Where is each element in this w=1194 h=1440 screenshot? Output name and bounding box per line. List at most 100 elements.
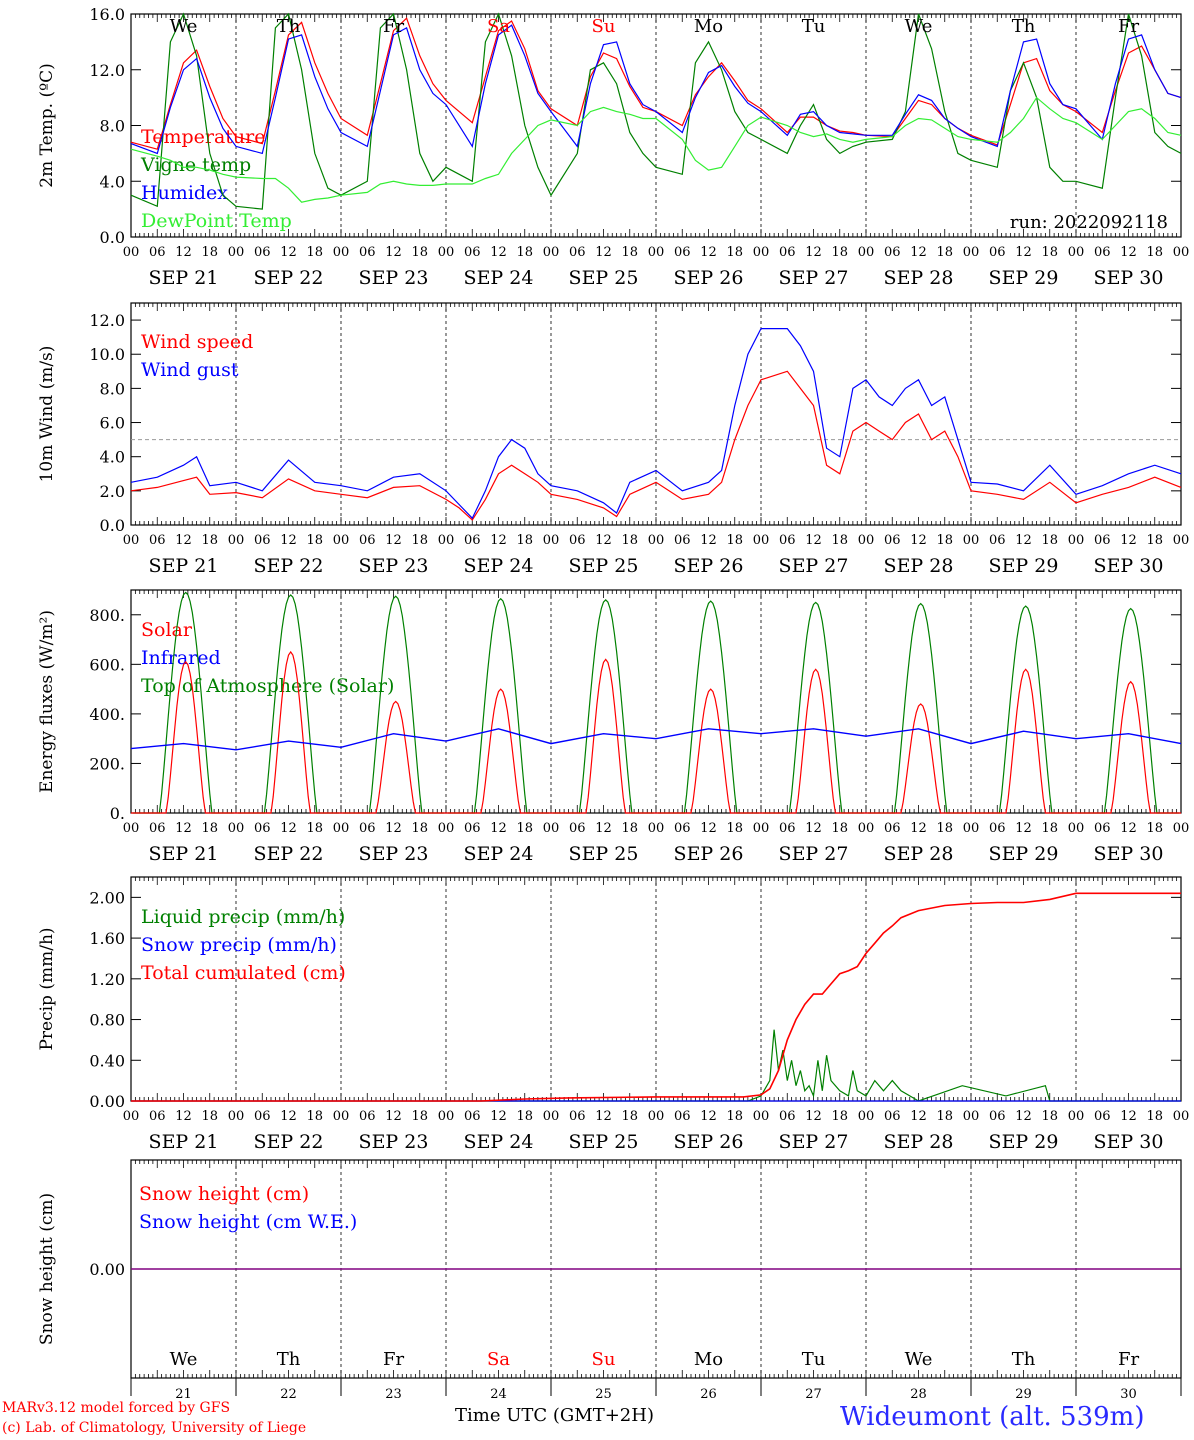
legend-snow-height-cm-: Snow height (cm): [139, 1183, 309, 1205]
date-label: SEP 21: [149, 267, 219, 289]
hour-tick-label: 18: [1146, 1109, 1163, 1124]
hour-tick-label: 18: [516, 245, 533, 260]
day-label: We: [905, 16, 933, 37]
hour-tick-label: 18: [306, 245, 323, 260]
series-line-solar: [656, 688, 761, 814]
day-number: 23: [385, 1387, 402, 1402]
hour-tick-label: 00: [438, 533, 455, 548]
hour-tick-label: 00: [858, 821, 875, 836]
hour-tick-label: 18: [516, 821, 533, 836]
hour-tick-label: 00: [753, 245, 770, 260]
date-label: SEP 23: [359, 1131, 429, 1153]
hour-tick-label: 12: [280, 821, 297, 836]
date-label: SEP 30: [1094, 267, 1164, 289]
day-label: Fr: [1118, 1349, 1139, 1370]
hour-tick-label: 12: [595, 245, 612, 260]
date-label: SEP 27: [779, 843, 849, 865]
hour-tick-label: 18: [201, 245, 218, 260]
y-tick-label: 0.0: [100, 228, 125, 247]
hour-tick-label: 18: [1146, 245, 1163, 260]
y-tick-label: 0.80: [89, 1011, 125, 1030]
hour-tick-label: 12: [1015, 533, 1032, 548]
hour-tick-label: 18: [936, 1109, 953, 1124]
y-tick-label: 0.40: [89, 1051, 125, 1070]
hour-tick-label: 06: [254, 1109, 271, 1124]
hour-tick-label: 06: [989, 245, 1006, 260]
date-label: SEP 29: [989, 843, 1059, 865]
hour-tick-label: 18: [1041, 1109, 1058, 1124]
legend-solar: Solar: [141, 619, 193, 641]
hour-tick-label: 00: [228, 821, 245, 836]
series-line-infrared: [130, 728, 1182, 751]
hour-tick-label: 12: [1120, 533, 1137, 548]
panel-4: 0.00 0.40 0.80 1.20 1.60 2.00 Precip (mm/h) Liq…: [37, 876, 1182, 1111]
y-axis-label: Snow height (cm): [37, 1193, 57, 1345]
hour-tick-label: 06: [149, 533, 166, 548]
station-title: Wideumont (alt. 539m): [840, 1402, 1145, 1432]
day-label: Mo: [694, 16, 723, 37]
hour-tick-label: 00: [648, 821, 665, 836]
date-label: SEP 27: [779, 1131, 849, 1153]
series-line-top-of-atmosphere: [658, 600, 759, 814]
date-label: SEP 25: [569, 843, 639, 865]
date-label: SEP 28: [884, 555, 954, 577]
hour-tick-label: 12: [490, 245, 507, 260]
hour-tick-label: 00: [333, 821, 350, 836]
date-label: SEP 28: [884, 1131, 954, 1153]
day-label: Tu: [802, 16, 826, 37]
y-tick-label: 12.0: [89, 61, 125, 80]
panel-frame: [130, 589, 1182, 814]
hour-tick-label: 06: [884, 245, 901, 260]
hour-tick-label: 00: [963, 1109, 980, 1124]
hour-tick-label: 18: [516, 533, 533, 548]
hour-tick-label: 18: [726, 821, 743, 836]
day-label: Th: [1012, 16, 1036, 37]
date-label: SEP 26: [674, 267, 744, 289]
date-label: SEP 21: [149, 843, 219, 865]
hour-tick-label: 06: [779, 533, 796, 548]
hour-tick-label: 12: [175, 245, 192, 260]
hour-tick-label: 06: [569, 821, 586, 836]
hour-tick-label: 18: [726, 245, 743, 260]
hour-tick-label: 18: [621, 533, 638, 548]
hour-tick-label: 00: [648, 533, 665, 548]
day-label: Fr: [383, 16, 404, 37]
series-line-humidex: [130, 24, 1182, 155]
hour-tick-label: 00: [858, 533, 875, 548]
hour-tick-label: 12: [175, 1109, 192, 1124]
hour-tick-label: 18: [201, 1109, 218, 1124]
y-tick-label: 6.0: [100, 414, 125, 433]
hour-tick-label: 06: [674, 821, 691, 836]
footer-copyright: (c) Lab. of Climatology, University of L…: [2, 1420, 307, 1436]
y-tick-label: 4.0: [100, 448, 125, 467]
series-line-wind-gust: [130, 328, 1182, 520]
hour-tick-label: 18: [936, 245, 953, 260]
hour-tick-label: 06: [989, 533, 1006, 548]
series-line-top-of-atmosphere: [133, 591, 234, 814]
date-label: SEP 29: [989, 1131, 1059, 1153]
hour-tick-label: 12: [175, 821, 192, 836]
y-tick-label: 0.0: [100, 516, 125, 535]
hour-tick-label: 00: [753, 533, 770, 548]
series-line-top-of-atmosphere: [343, 595, 444, 814]
day-number: 29: [1015, 1387, 1032, 1402]
hour-tick-label: 12: [1015, 821, 1032, 836]
legend-wind-speed: Wind speed: [141, 331, 253, 353]
day-label: Sa: [487, 1349, 510, 1370]
hour-tick-label: 00: [858, 1109, 875, 1124]
hour-tick-label: 00: [648, 245, 665, 260]
y-tick-label: 200.: [89, 754, 125, 773]
hour-tick-label: 00: [123, 1109, 140, 1124]
date-label: SEP 23: [359, 267, 429, 289]
y-tick-label: 800.: [89, 606, 125, 625]
hour-tick-label: 00: [543, 533, 560, 548]
hour-tick-label: 18: [726, 1109, 743, 1124]
series-line-solar: [341, 700, 446, 814]
y-tick-label: 2.0: [100, 482, 125, 501]
date-label: SEP 29: [989, 555, 1059, 577]
hour-tick-label: 12: [805, 821, 822, 836]
hour-tick-label: 00: [123, 245, 140, 260]
day-label: Fr: [383, 1349, 404, 1370]
series-line-solar: [971, 668, 1076, 814]
